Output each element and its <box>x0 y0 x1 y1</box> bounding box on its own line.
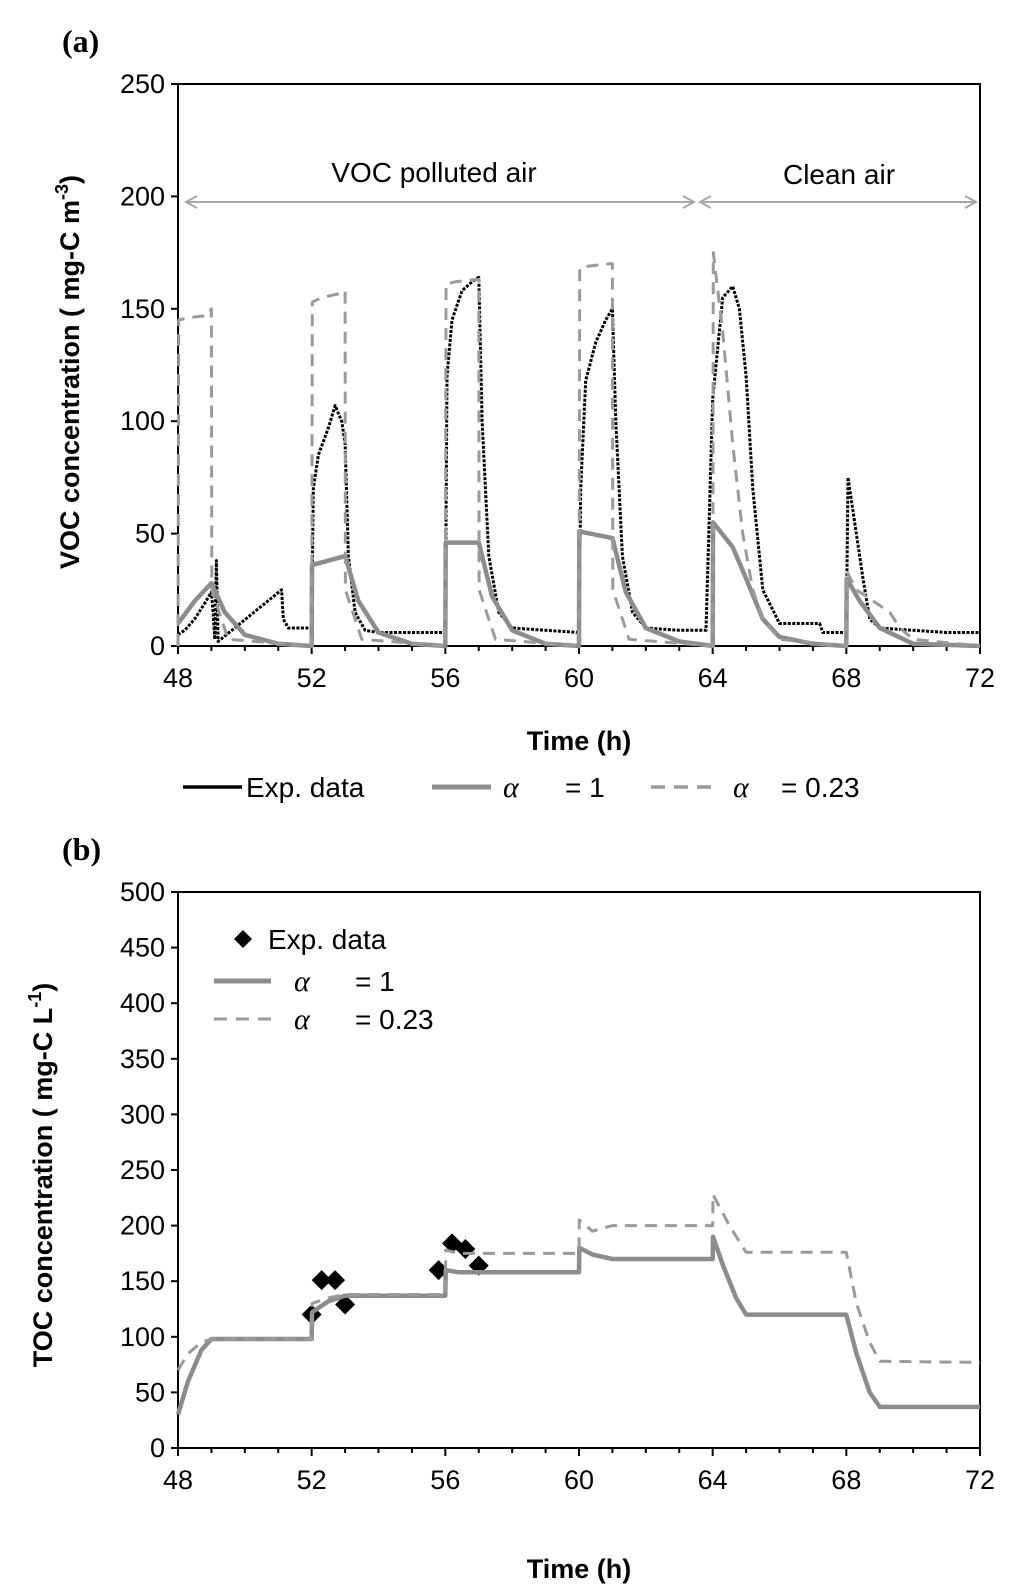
legend-a-alpha023-symbol: α <box>733 771 750 804</box>
x-ticks-a: 48 52 56 60 64 68 72 <box>163 646 995 693</box>
x-axis-label-a: Time (h) <box>527 726 632 756</box>
legend-b-alpha1-label: = 1 <box>355 966 395 997</box>
y-axis-label-b-sup: -1 <box>25 992 45 1008</box>
alpha-1-series <box>175 1234 980 1416</box>
x-tick-label: 48 <box>163 663 193 693</box>
legend-b: Exp. data α = 1 α = 0.23 <box>214 924 434 1036</box>
y-tick-label: 200 <box>120 181 165 211</box>
x-tick-label: 64 <box>698 1465 728 1495</box>
x-tick-label: 56 <box>430 1465 460 1495</box>
clean-arrow-right-head <box>964 195 979 209</box>
polluted-arrow-left-head <box>183 195 198 209</box>
exp-data-series <box>177 275 980 643</box>
y-tick-label: 300 <box>120 1099 165 1129</box>
legend-b-alpha023-symbol: α <box>294 1003 311 1036</box>
y-axis-label-a-main: VOC concentration ( mg-C m <box>55 200 85 569</box>
regime-annotations: VOC polluted air Clean air <box>183 157 979 209</box>
legend-a-alpha1-label: = 1 <box>565 772 605 803</box>
y-ticks-b: 0 50 100 150 200 250 300 350 400 450 500 <box>120 877 178 1463</box>
legend-b-alpha023-label: = 0.23 <box>355 1004 434 1035</box>
x-tick-label: 64 <box>698 663 728 693</box>
x-tick-label: 72 <box>965 1465 995 1495</box>
panel-b-label: (b) <box>62 831 101 867</box>
y-tick-label: 50 <box>135 1377 165 1407</box>
x-axis-label-b: Time (h) <box>527 1554 632 1584</box>
chart-b: (b) 0 50 100 150 200 250 300 350 400 450 500 48 52 5… <box>25 831 995 1584</box>
legend-b-exp-label: Exp. data <box>268 924 387 955</box>
x-tick-label: 48 <box>163 1465 193 1495</box>
y-tick-label: 400 <box>120 988 165 1018</box>
y-tick-label: 500 <box>120 877 165 907</box>
y-tick-label: 50 <box>135 519 165 549</box>
x-tick-label: 60 <box>564 1465 594 1495</box>
y-axis-label-b: TOC concentration ( mg-C L-1) <box>25 983 58 1368</box>
x-tick-label: 60 <box>564 663 594 693</box>
y-tick-label: 150 <box>120 1266 165 1296</box>
x-tick-label: 68 <box>831 663 861 693</box>
x-ticks-b: 48 52 56 60 64 68 72 <box>163 1448 995 1495</box>
y-tick-label: 0 <box>150 1433 165 1463</box>
y-tick-label: 350 <box>120 1044 165 1074</box>
alpha-0-23-series <box>176 1193 981 1371</box>
clean-arrow-left-head <box>697 195 712 209</box>
alpha-0-23-series <box>176 251 981 648</box>
polluted-arrow-right-head <box>682 195 697 209</box>
y-tick-label: 100 <box>120 406 165 436</box>
series-a <box>176 251 981 649</box>
x-tick-label: 56 <box>430 663 460 693</box>
x-tick-label: 52 <box>297 1465 327 1495</box>
y-axis-label-b-tail: ) <box>28 983 58 992</box>
annotation-clean-air: Clean air <box>783 159 895 190</box>
legend-a-alpha1-symbol: α <box>503 771 520 804</box>
y-axis-label-a-sup: -3 <box>52 184 72 200</box>
y-tick-label: 0 <box>150 631 165 661</box>
annotation-voc-polluted-air: VOC polluted air <box>331 157 536 188</box>
y-tick-label: 450 <box>120 933 165 963</box>
y-tick-label: 100 <box>120 1322 165 1352</box>
exp-data-point <box>311 1270 332 1291</box>
legend-b-exp-marker <box>234 930 252 948</box>
legend-a-exp-label: Exp. data <box>246 772 365 803</box>
y-axis-label-a: VOC concentration ( mg-C m-3) <box>52 175 85 569</box>
y-tick-label: 150 <box>120 294 165 324</box>
series-b <box>175 1193 981 1416</box>
legend-a-alpha023-label: = 0.23 <box>781 772 860 803</box>
y-tick-label: 200 <box>120 1211 165 1241</box>
legend-a: Exp. data α = 1 α = 0.23 <box>183 771 860 804</box>
y-tick-label: 250 <box>120 69 165 99</box>
x-tick-label: 68 <box>831 1465 861 1495</box>
chart-a: (a) 0 50 100 150 200 250 48 52 56 60 64 68 72 VOC p… <box>52 23 995 804</box>
exp-data-point <box>325 1270 346 1291</box>
legend-b-alpha1-symbol: α <box>294 965 311 998</box>
x-tick-label: 52 <box>297 663 327 693</box>
panel-a-label: (a) <box>62 23 99 59</box>
y-ticks-a: 0 50 100 150 200 250 <box>120 69 178 661</box>
x-tick-label: 72 <box>965 663 995 693</box>
y-axis-label-a-tail: ) <box>55 175 85 184</box>
y-tick-label: 250 <box>120 1155 165 1185</box>
y-axis-label-b-main: TOC concentration ( mg-C L <box>28 1008 58 1368</box>
